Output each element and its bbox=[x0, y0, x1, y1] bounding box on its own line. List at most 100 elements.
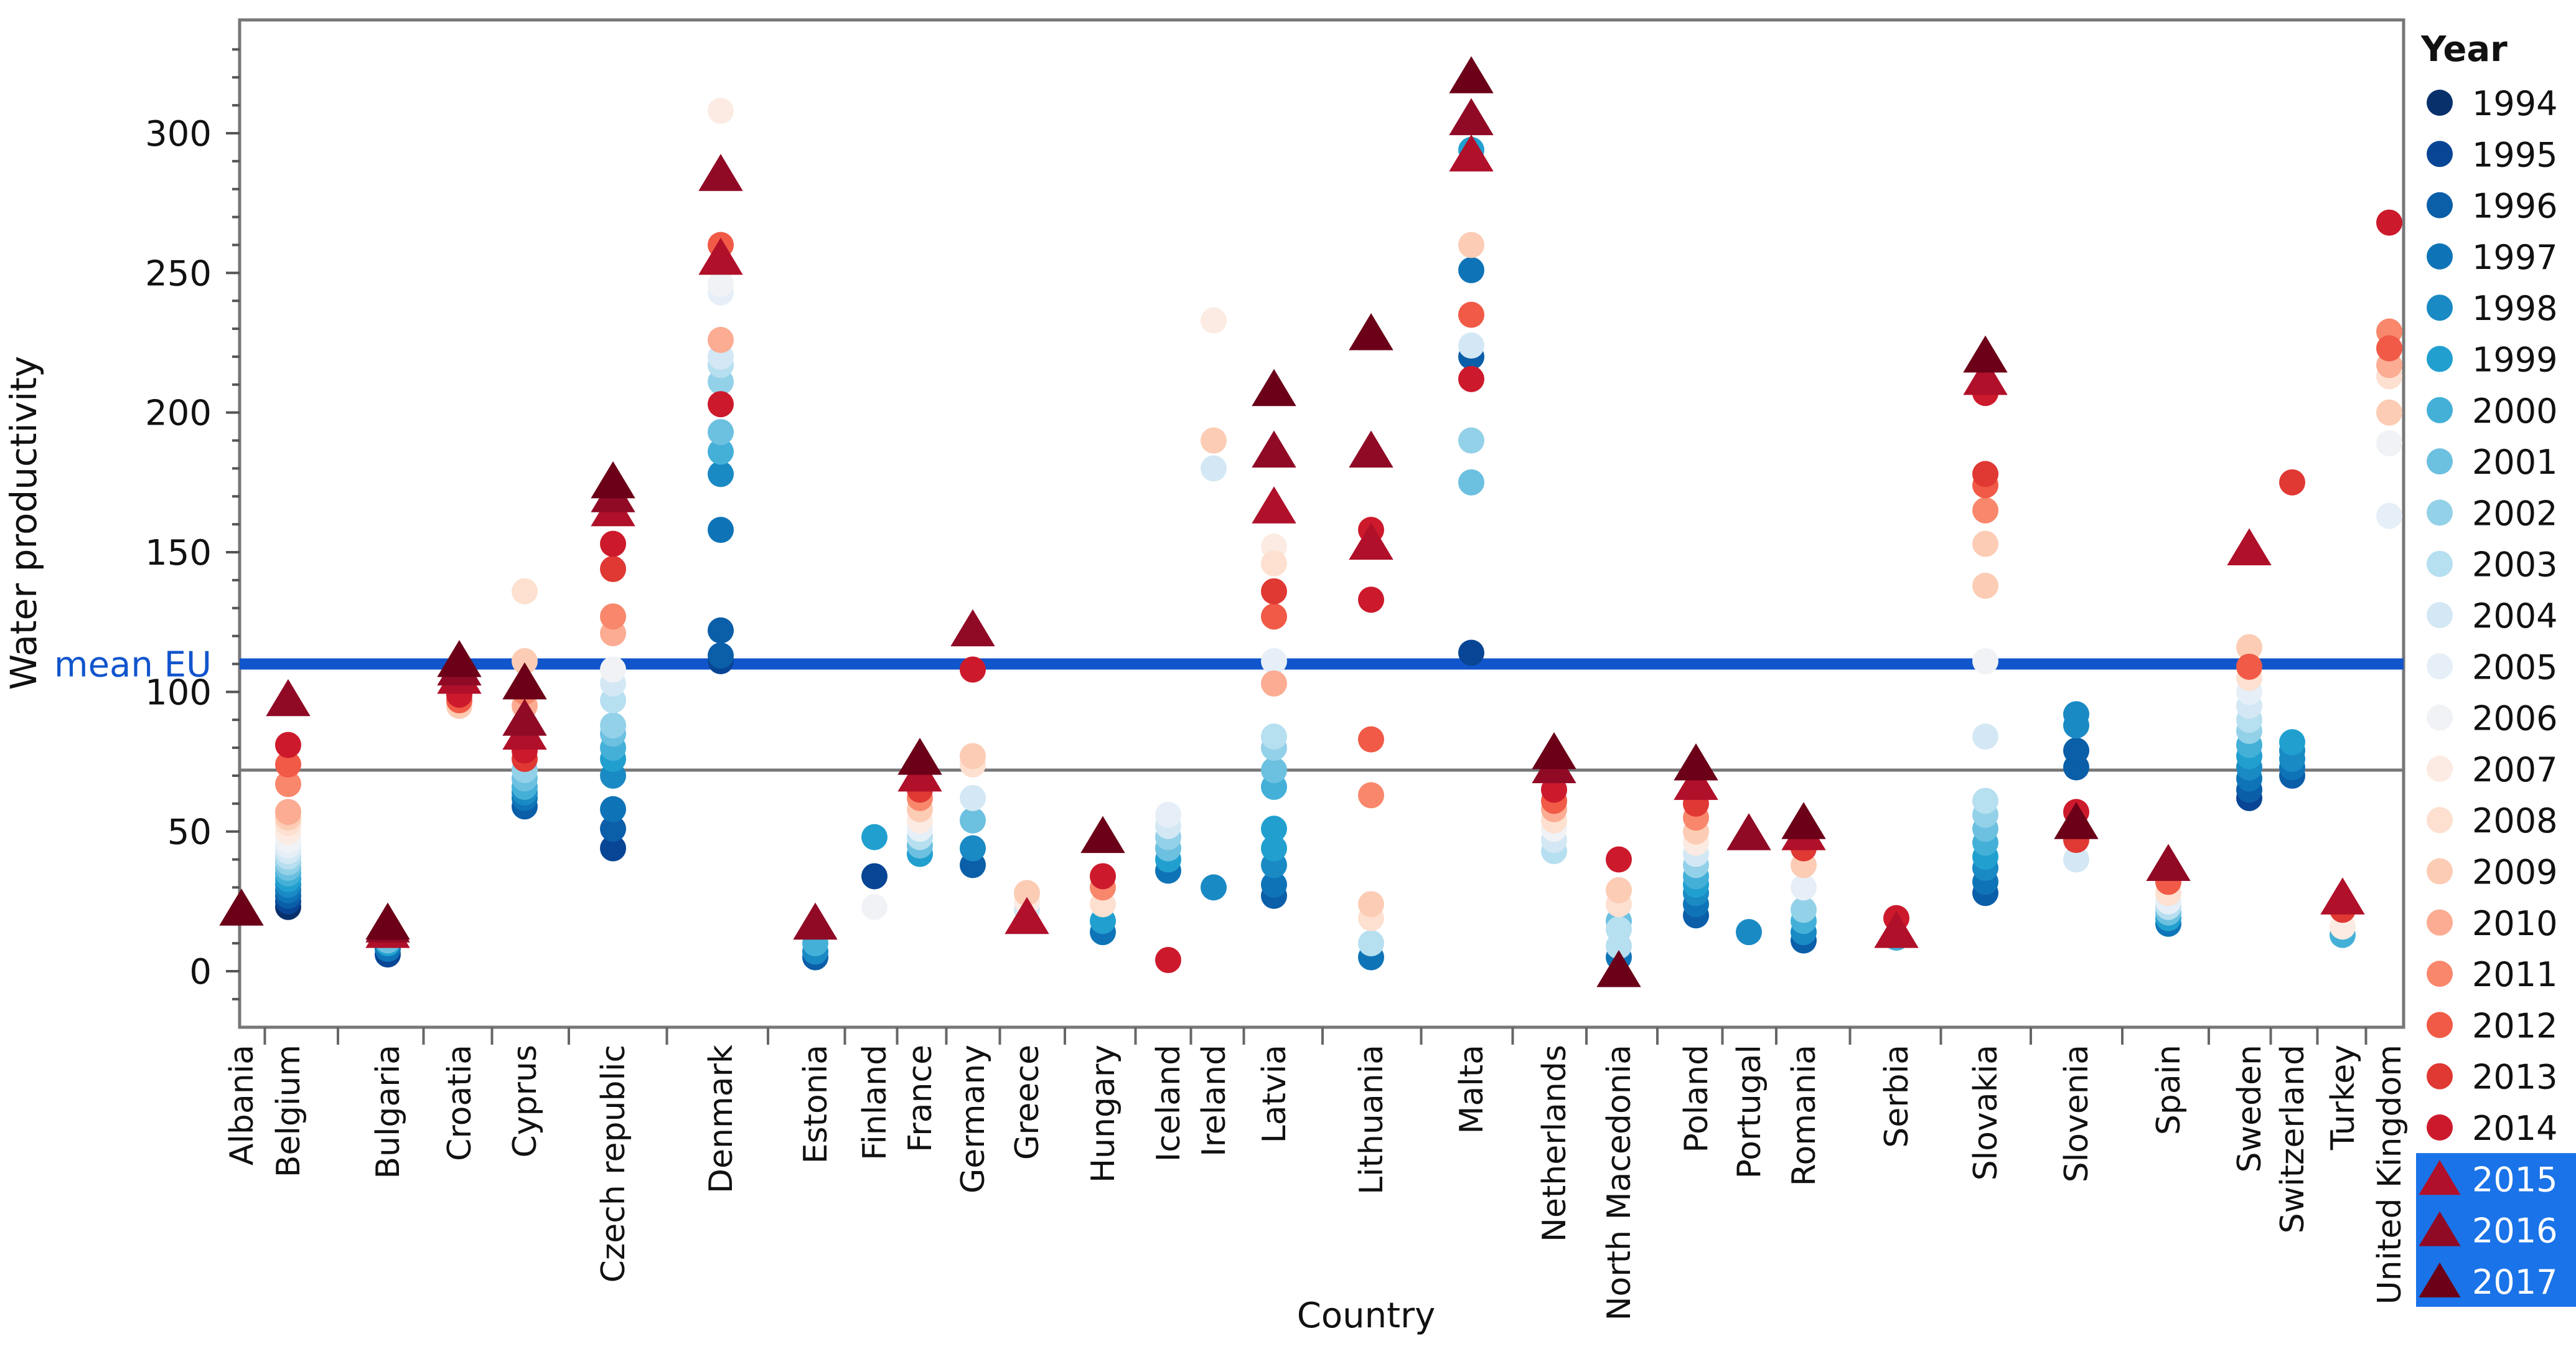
legend-marker-2004[interactable] bbox=[2427, 602, 2453, 628]
point-germany-2001[interactable] bbox=[960, 807, 986, 834]
point-latvia-2003[interactable] bbox=[1261, 723, 1287, 750]
point-united-kingdom-2006[interactable] bbox=[2376, 430, 2402, 457]
point-belgium-2014[interactable] bbox=[275, 732, 301, 758]
point-lithuania-2014[interactable] bbox=[1358, 586, 1384, 613]
legend-label-2006[interactable]: 2006 bbox=[2472, 699, 2557, 738]
legend-marker-2002[interactable] bbox=[2427, 499, 2453, 526]
legend-label-2008[interactable]: 2008 bbox=[2472, 801, 2557, 840]
point-denmark-2007[interactable] bbox=[708, 98, 734, 125]
point-lithuania-2016[interactable] bbox=[1349, 430, 1393, 468]
point-iceland-2005[interactable] bbox=[1155, 801, 1181, 828]
legend-label-2001[interactable]: 2001 bbox=[2472, 443, 2557, 482]
point-hungary-2017[interactable] bbox=[1080, 816, 1125, 854]
point-lithuania-2012[interactable] bbox=[1358, 726, 1384, 753]
point-latvia-2010[interactable] bbox=[1261, 670, 1287, 697]
point-slovakia-2009[interactable] bbox=[1972, 530, 1998, 557]
point-czech-republic-2006[interactable] bbox=[600, 656, 626, 683]
legend-label-2005[interactable]: 2005 bbox=[2472, 647, 2557, 687]
legend-marker-2005[interactable] bbox=[2427, 653, 2453, 680]
point-denmark-1997[interactable] bbox=[708, 517, 734, 544]
point-denmark-2001[interactable] bbox=[708, 419, 734, 446]
point-romania-2002[interactable] bbox=[1791, 897, 1817, 923]
point-latvia-2013[interactable] bbox=[1261, 578, 1287, 605]
legend-label-2007[interactable]: 2007 bbox=[2472, 750, 2557, 789]
point-germany-2004[interactable] bbox=[960, 784, 986, 811]
point-latvia-2015[interactable] bbox=[1252, 486, 1296, 524]
point-latvia-2017[interactable] bbox=[1252, 369, 1296, 407]
point-poland-2015[interactable] bbox=[1674, 763, 1718, 800]
point-slovenia-2017[interactable] bbox=[2054, 802, 2099, 839]
legend-marker-2009[interactable] bbox=[2427, 858, 2453, 885]
point-belgium-2016[interactable] bbox=[266, 679, 311, 717]
point-germany-1998[interactable] bbox=[960, 835, 986, 862]
point-romania-2005[interactable] bbox=[1791, 874, 1817, 901]
point-germany-2016[interactable] bbox=[950, 609, 995, 647]
legend-marker-2006[interactable] bbox=[2427, 704, 2453, 731]
legend-marker-2015[interactable] bbox=[2419, 1160, 2461, 1195]
point-denmark-2006[interactable] bbox=[708, 271, 734, 298]
point-czech-republic-2013[interactable] bbox=[600, 555, 626, 582]
point-finland-2006[interactable] bbox=[861, 893, 888, 920]
point-slovakia-2017[interactable] bbox=[1963, 335, 2008, 373]
point-belgium-2011[interactable] bbox=[275, 771, 301, 798]
point-lithuania-2009[interactable] bbox=[1358, 891, 1384, 918]
point-denmark-1998[interactable] bbox=[708, 461, 734, 487]
point-portugal-1998[interactable] bbox=[1736, 919, 1762, 946]
point-ireland-2004[interactable] bbox=[1201, 455, 1227, 482]
point-denmark-2000[interactable] bbox=[708, 438, 734, 465]
point-latvia-2012[interactable] bbox=[1261, 603, 1287, 630]
legend-label-2003[interactable]: 2003 bbox=[2472, 545, 2557, 585]
point-albania-2017[interactable] bbox=[219, 888, 264, 926]
point-slovakia-2011[interactable] bbox=[1972, 497, 1998, 524]
point-united-kingdom-2012[interactable] bbox=[2376, 335, 2402, 362]
point-denmark-2015[interactable] bbox=[698, 237, 743, 275]
point-malta-1997[interactable] bbox=[1458, 256, 1484, 283]
legend-label-2014[interactable]: 2014 bbox=[2472, 1109, 2557, 1148]
legend-label-1995[interactable]: 1995 bbox=[2472, 135, 2557, 174]
point-ireland-2009[interactable] bbox=[1201, 427, 1227, 454]
point-sweden-2012[interactable] bbox=[2236, 653, 2262, 680]
point-sweden-2015[interactable] bbox=[2227, 528, 2272, 566]
point-slovakia-2004[interactable] bbox=[1972, 723, 1998, 750]
point-czech-republic-2014[interactable] bbox=[600, 530, 626, 557]
point-denmark-2010[interactable] bbox=[708, 327, 734, 354]
point-spain-2016[interactable] bbox=[2146, 844, 2191, 882]
point-sweden-2009[interactable] bbox=[2236, 634, 2262, 661]
point-cyprus-2016[interactable] bbox=[502, 699, 547, 736]
legend-marker-1997[interactable] bbox=[2427, 243, 2453, 270]
legend-label-1996[interactable]: 1996 bbox=[2472, 187, 2557, 226]
point-slovakia-2013[interactable] bbox=[1972, 461, 1998, 487]
point-croatia-2017[interactable] bbox=[437, 639, 482, 677]
point-malta-2009[interactable] bbox=[1458, 232, 1484, 258]
legend-label-2004[interactable]: 2004 bbox=[2472, 596, 2557, 636]
point-latvia-2016[interactable] bbox=[1252, 430, 1296, 468]
point-north-macedonia-2017[interactable] bbox=[1596, 950, 1641, 987]
point-turkey-2015[interactable] bbox=[2320, 877, 2365, 915]
point-netherlands-2017[interactable] bbox=[1532, 732, 1576, 769]
legend-label-2012[interactable]: 2012 bbox=[2472, 1006, 2557, 1045]
point-czech-republic-2011[interactable] bbox=[600, 603, 626, 630]
point-malta-2014[interactable] bbox=[1458, 365, 1484, 392]
legend-marker-2003[interactable] bbox=[2427, 550, 2453, 577]
point-latvia-2005[interactable] bbox=[1261, 647, 1287, 674]
legend-marker-2013[interactable] bbox=[2427, 1063, 2453, 1090]
point-malta-2002[interactable] bbox=[1458, 427, 1484, 454]
legend-marker-2017[interactable] bbox=[2419, 1262, 2461, 1297]
legend-label-2010[interactable]: 2010 bbox=[2472, 904, 2557, 943]
point-cyprus-2009[interactable] bbox=[512, 647, 538, 674]
point-slovakia-2006[interactable] bbox=[1972, 647, 1998, 674]
point-lithuania-2017[interactable] bbox=[1349, 313, 1393, 351]
legend-marker-2012[interactable] bbox=[2427, 1012, 2453, 1038]
point-latvia-2008[interactable] bbox=[1261, 550, 1287, 577]
legend-label-2013[interactable]: 2013 bbox=[2472, 1058, 2557, 1097]
point-north-macedonia-2003[interactable] bbox=[1606, 916, 1632, 943]
point-united-kingdom-2009[interactable] bbox=[2376, 399, 2402, 426]
legend-label-2011[interactable]: 2011 bbox=[2472, 955, 2557, 994]
legend-label-2000[interactable]: 2000 bbox=[2472, 392, 2557, 431]
legend-marker-1995[interactable] bbox=[2427, 141, 2453, 167]
point-romania-2017[interactable] bbox=[1781, 802, 1826, 839]
legend-marker-2016[interactable] bbox=[2419, 1211, 2461, 1246]
point-denmark-2014[interactable] bbox=[708, 391, 734, 418]
point-malta-2017[interactable] bbox=[1449, 56, 1494, 93]
point-denmark-1996[interactable] bbox=[708, 617, 734, 644]
